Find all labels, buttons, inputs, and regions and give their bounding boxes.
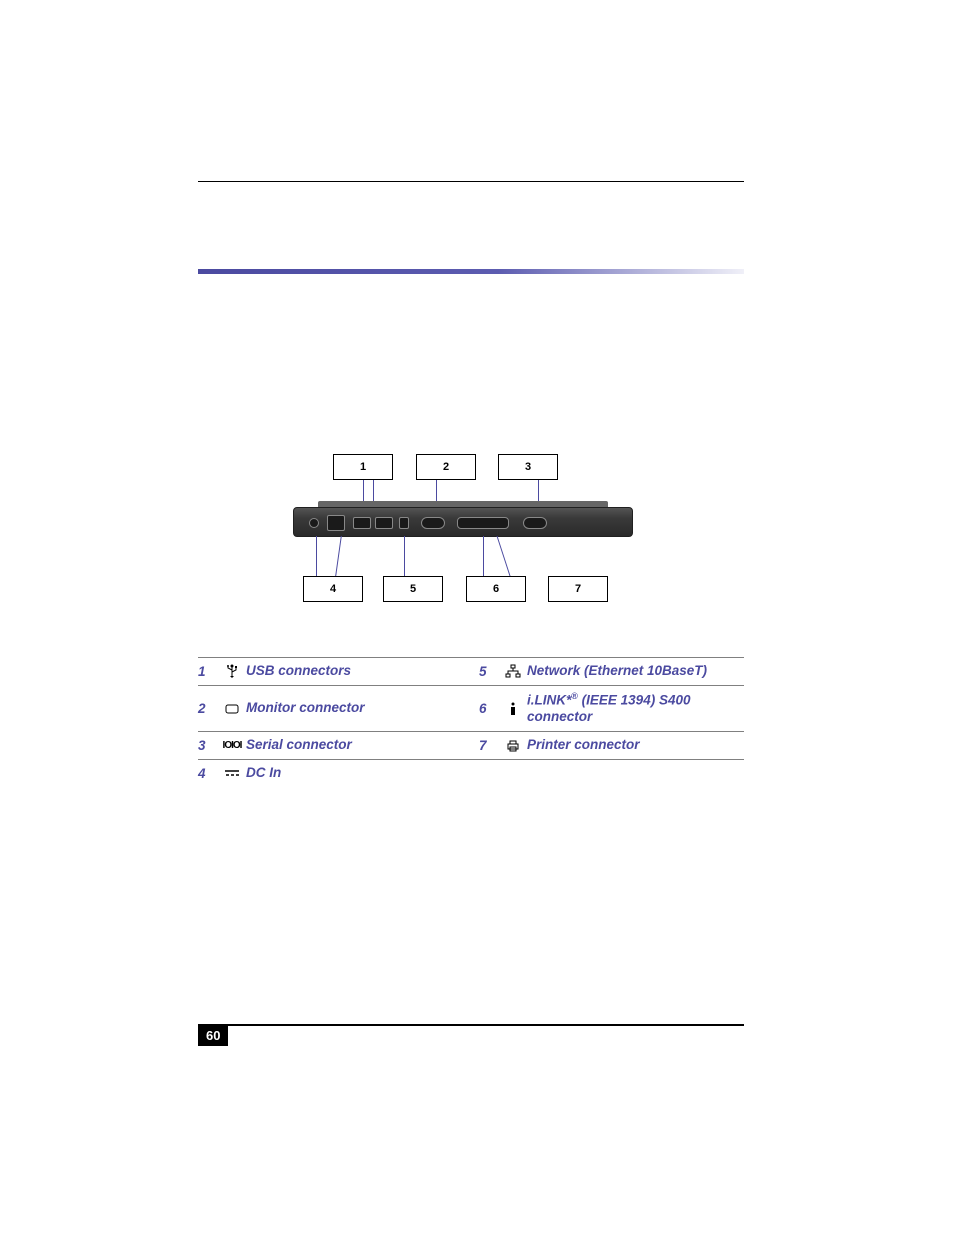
- legend-label: Network (Ethernet 10BaseT): [527, 663, 744, 680]
- callout-box-2: 2: [416, 454, 476, 480]
- legend-label: Printer connector: [527, 737, 744, 754]
- legend-row: 4 DC In: [198, 760, 744, 787]
- legend-cell: 7 Printer connector: [471, 737, 744, 754]
- callout-lead: [483, 536, 484, 576]
- legend-row: 1 USB connectors 5 Network (Ethernet 10B…: [198, 657, 744, 686]
- usb-icon: [218, 663, 246, 679]
- legend-number: 3: [198, 738, 218, 753]
- section-divider-bar: [198, 269, 744, 274]
- monitor-icon: [218, 703, 246, 715]
- legend-label: DC In: [246, 765, 471, 782]
- printer-icon: [499, 739, 527, 753]
- ilink-icon: [499, 701, 527, 717]
- legend-cell: 4 DC In: [198, 765, 471, 782]
- port-replicator-diagram: 1 2 3 4 5 6 7: [198, 454, 744, 629]
- legend-cell: 3 IOIOI Serial connector: [198, 737, 471, 754]
- callout-box-5: 5: [383, 576, 443, 602]
- legend-number: 7: [479, 738, 499, 753]
- legend-cell: 5 Network (Ethernet 10BaseT): [471, 663, 744, 680]
- legend-row: 2 Monitor connector 6 i.LINK*® (IEEE 139…: [198, 686, 744, 732]
- legend-number: 6: [479, 701, 499, 716]
- callout-lead: [404, 536, 405, 576]
- legend-cell: 1 USB connectors: [198, 663, 471, 680]
- legend-number: 5: [479, 664, 499, 679]
- legend-number: 4: [198, 766, 218, 781]
- legend-number: 2: [198, 701, 218, 716]
- callout-box-1: 1: [333, 454, 393, 480]
- header-rule: [198, 181, 744, 182]
- legend-label: Monitor connector: [246, 700, 471, 717]
- legend-row: 3 IOIOI Serial connector 7 Printer conne…: [198, 732, 744, 760]
- page-footer: 60: [198, 1024, 744, 1046]
- network-icon: [499, 664, 527, 678]
- legend-number: 1: [198, 664, 218, 679]
- legend-label: USB connectors: [246, 663, 471, 680]
- legend-table: 1 USB connectors 5 Network (Ethernet 10B…: [198, 657, 744, 787]
- callout-box-4: 4: [303, 576, 363, 602]
- device-illustration: [293, 499, 633, 544]
- page-number: 60: [198, 1025, 228, 1046]
- serial-icon: IOIOI: [218, 740, 246, 751]
- legend-label: i.LINK*® (IEEE 1394) S400 connector: [527, 691, 744, 726]
- callout-box-6: 6: [466, 576, 526, 602]
- callout-box-7: 7: [548, 576, 608, 602]
- legend-cell: 6 i.LINK*® (IEEE 1394) S400 connector: [471, 691, 744, 726]
- callout-lead: [316, 536, 317, 576]
- callout-box-3: 3: [498, 454, 558, 480]
- dc-in-icon: [218, 768, 246, 778]
- page-content: 1 2 3 4 5 6 7: [198, 83, 744, 1033]
- legend-cell: 2 Monitor connector: [198, 700, 471, 717]
- legend-label: Serial connector: [246, 737, 471, 754]
